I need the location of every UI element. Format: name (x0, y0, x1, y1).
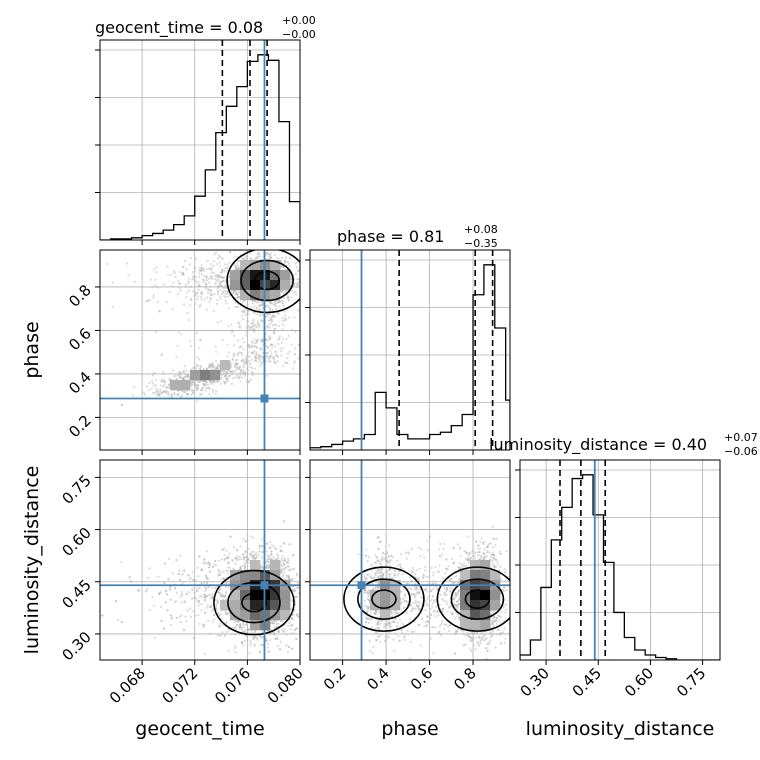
contour-line (436, 566, 510, 632)
contours (213, 569, 295, 636)
x-tick-label: 0.75 (673, 664, 709, 700)
contour-line (464, 589, 491, 609)
grid (520, 460, 720, 660)
x-tick-label: 0.4 (363, 664, 393, 694)
x-tick-label: 0.30 (517, 664, 553, 700)
truth-marker (260, 581, 269, 590)
grid (100, 40, 301, 240)
x-tick-label: 0.2 (320, 664, 350, 694)
truth-marker (260, 394, 269, 403)
xlabel-geocent-time: geocent_time (135, 718, 264, 740)
histogram-geocent-time (100, 54, 300, 240)
x-tick-label: 0.076 (211, 664, 254, 707)
panel-geocent-time-vs-luminosity-distance: 0.068 0.072 0.076 0.080 0.30 0.45 0.60 0.75 (58, 459, 307, 707)
x-tick-label: 0.068 (106, 664, 149, 707)
ylabel-luminosity-distance: luminosity_distance (21, 466, 43, 655)
xlabel-phase: phase (381, 718, 438, 740)
svg-text:−0.06: −0.06 (724, 445, 758, 458)
contour-line (371, 589, 397, 609)
svg-text:+0.07: +0.07 (724, 431, 758, 444)
title-geocent-time: geocent_time = 0.08 +0.00 −0.00 (95, 14, 316, 41)
panel-frame (519, 459, 721, 661)
panel-frame (99, 249, 301, 451)
svg-text:+0.08: +0.08 (464, 223, 498, 236)
x-tick-label: 0.6 (407, 664, 437, 694)
svg-text:−0.00: −0.00 (282, 28, 316, 41)
panel-luminosity-distance-hist: 0.30 0.45 0.60 0.75 (515, 459, 721, 700)
x-tick-label: 0.8 (450, 664, 480, 694)
x-tick-label: 0.45 (569, 664, 605, 700)
x-tick-label: 0.072 (158, 664, 201, 707)
panel-frame (309, 249, 511, 451)
panel-phase-hist (305, 249, 511, 455)
grid (100, 460, 301, 660)
panel-frame (99, 459, 301, 661)
histogram-phase (310, 264, 510, 450)
contour-line (213, 569, 295, 636)
contour-line (226, 250, 300, 314)
y-tick-label: 0.30 (58, 628, 94, 664)
contours (226, 250, 300, 314)
y-tick-label: 0.2 (65, 411, 95, 441)
panel-phase-vs-luminosity-distance: 0.2 0.4 0.6 0.8 (305, 459, 511, 694)
truth-marker (357, 581, 366, 590)
svg-text:luminosity_distance = 0.40: luminosity_distance = 0.40 (489, 435, 707, 455)
y-tick-label: 0.75 (58, 471, 94, 507)
svg-text:geocent_time = 0.08: geocent_time = 0.08 (95, 18, 263, 38)
panel-geocent-time-hist (95, 39, 301, 245)
contours (343, 566, 510, 632)
svg-text:+0.00: +0.00 (282, 14, 316, 27)
svg-text:phase = 0.81: phase = 0.81 (337, 227, 444, 246)
y-tick-label: 0.4 (65, 368, 95, 398)
contour-line (343, 566, 425, 632)
panel-frame (309, 459, 511, 661)
title-luminosity-distance: luminosity_distance = 0.40 +0.07 −0.06 (489, 431, 758, 458)
contour-line (254, 270, 280, 291)
y-tick-label: 0.60 (58, 524, 94, 560)
panel-geocent-time-vs-phase: 0.2 0.4 0.6 0.8 (65, 249, 301, 455)
y-tick-label: 0.45 (58, 576, 94, 612)
grid (310, 250, 510, 450)
title-phase: phase = 0.81 +0.08 −0.35 (337, 223, 498, 250)
contour-line (357, 578, 411, 620)
x-tick-label: 0.080 (264, 664, 307, 707)
density-cells (370, 560, 501, 631)
contour-line (241, 592, 267, 613)
svg-text:−0.35: −0.35 (464, 237, 498, 250)
y-tick-label: 0.8 (65, 281, 95, 311)
contour-line (450, 578, 505, 620)
x-tick-label: 0.60 (621, 664, 657, 700)
xlabel-luminosity-distance: luminosity_distance (526, 718, 715, 740)
contour-line (227, 581, 281, 624)
panel-frame (99, 39, 301, 241)
histogram-luminosity-distance (520, 474, 720, 660)
y-tick-label: 0.6 (65, 325, 95, 355)
contour-line (240, 259, 294, 302)
ylabel-phase: phase (21, 321, 43, 378)
